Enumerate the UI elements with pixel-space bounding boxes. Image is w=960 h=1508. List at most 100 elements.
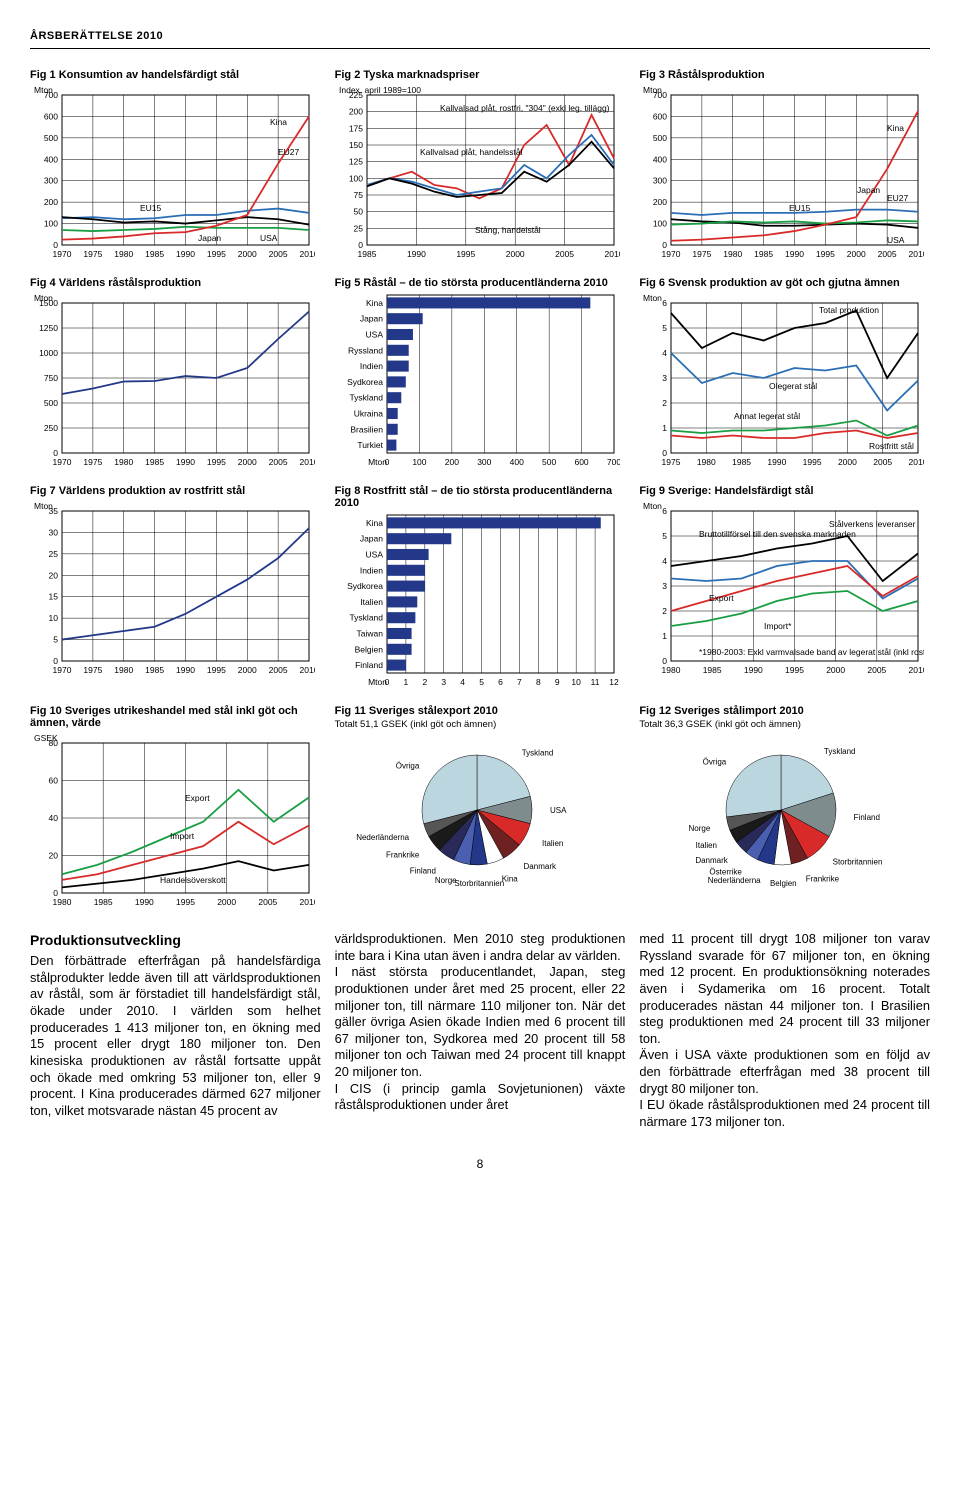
svg-text:2: 2 <box>422 677 427 687</box>
svg-text:1990: 1990 <box>768 457 787 467</box>
svg-text:EU27: EU27 <box>278 147 300 157</box>
svg-text:Import*: Import* <box>764 621 792 631</box>
svg-text:10: 10 <box>571 677 581 687</box>
svg-text:200: 200 <box>348 107 362 117</box>
svg-text:2010: 2010 <box>909 249 924 259</box>
svg-text:Kallvalsad plåt, rostfri, "304: Kallvalsad plåt, rostfri, "304" (exkl le… <box>440 103 610 113</box>
fig11-title: Fig 11 Sveriges stålexport 2010 <box>335 705 626 717</box>
svg-text:Italien: Italien <box>542 839 563 848</box>
svg-text:Norge: Norge <box>434 876 456 885</box>
fig5-chart: 0100200300400500600700KinaJapanUSARyssla… <box>335 291 620 471</box>
svg-text:Övriga: Övriga <box>703 758 727 767</box>
svg-text:2010: 2010 <box>604 249 619 259</box>
svg-text:1970: 1970 <box>53 249 72 259</box>
fig12-chart: TysklandFinlandStorbritannienFrankrikeBe… <box>639 732 924 897</box>
svg-text:Import: Import <box>170 831 195 841</box>
svg-text:100: 100 <box>412 457 426 467</box>
svg-text:*1980-2003: Exkl varmvalsade b: *1980-2003: Exkl varmvalsade band av leg… <box>699 647 924 657</box>
svg-text:6: 6 <box>498 677 503 687</box>
fig6-chart: Mton012345619751980198519901995200020052… <box>639 291 924 471</box>
svg-text:Tyskland: Tyskland <box>824 747 856 756</box>
svg-text:Tyskland: Tyskland <box>521 748 553 757</box>
svg-text:2010: 2010 <box>300 457 315 467</box>
svg-text:1975: 1975 <box>662 457 681 467</box>
svg-text:Kallvalsad plåt, handelsstål: Kallvalsad plåt, handelsstål <box>420 147 523 157</box>
svg-text:2005: 2005 <box>269 249 288 259</box>
svg-text:300: 300 <box>477 457 491 467</box>
svg-text:4: 4 <box>460 677 465 687</box>
svg-text:Kina: Kina <box>270 117 287 127</box>
svg-text:500: 500 <box>542 457 556 467</box>
doc-header: ÅRSBERÄTTELSE 2010 <box>30 30 930 42</box>
svg-text:1980: 1980 <box>662 665 681 675</box>
svg-text:1995: 1995 <box>176 897 195 907</box>
svg-text:1990: 1990 <box>176 665 195 675</box>
svg-text:20: 20 <box>49 851 59 861</box>
svg-text:Kina: Kina <box>366 518 383 528</box>
svg-text:1975: 1975 <box>83 665 102 675</box>
svg-text:1995: 1995 <box>816 249 835 259</box>
svg-text:250: 250 <box>44 423 58 433</box>
svg-text:50: 50 <box>353 207 363 217</box>
fig11-subtitle: Totalt 51,1 GSEK (inkl göt och ämnen) <box>335 719 626 730</box>
svg-text:Stålverkens leveranser: Stålverkens leveranser <box>829 519 916 529</box>
svg-text:1970: 1970 <box>53 457 72 467</box>
svg-text:2000: 2000 <box>838 457 857 467</box>
fig2-title: Fig 2 Tyska marknadspriser <box>335 69 626 81</box>
fig1-chart: Mton010020030040050060070019701975198019… <box>30 83 315 263</box>
svg-text:Total produktion: Total produktion <box>819 305 879 315</box>
svg-text:Kina: Kina <box>887 123 904 133</box>
svg-text:Nederländerna: Nederländerna <box>356 833 409 842</box>
svg-text:4: 4 <box>663 556 668 566</box>
svg-text:500: 500 <box>653 133 667 143</box>
svg-text:1985: 1985 <box>732 457 751 467</box>
svg-text:400: 400 <box>509 457 523 467</box>
svg-text:Japan: Japan <box>857 185 880 195</box>
svg-text:100: 100 <box>348 173 362 183</box>
svg-text:2005: 2005 <box>868 665 887 675</box>
svg-text:USA: USA <box>550 806 567 815</box>
svg-text:25: 25 <box>49 549 59 559</box>
chart-grid: Fig 1 Konsumtion av handelsfärdigt stålM… <box>30 69 930 911</box>
svg-text:100: 100 <box>44 219 58 229</box>
fig3-chart: Mton010020030040050060070019701975198019… <box>639 83 924 263</box>
svg-text:500: 500 <box>44 133 58 143</box>
svg-text:11: 11 <box>590 677 599 687</box>
svg-text:1985: 1985 <box>94 897 113 907</box>
svg-text:1980: 1980 <box>697 457 716 467</box>
svg-text:100: 100 <box>653 219 667 229</box>
svg-text:Tyskland: Tyskland <box>349 393 383 403</box>
svg-text:1975: 1975 <box>693 249 712 259</box>
fig5-title: Fig 5 Råstål – de tio största producentl… <box>335 277 626 289</box>
svg-text:2000: 2000 <box>217 897 236 907</box>
svg-text:300: 300 <box>44 176 58 186</box>
svg-text:Italien: Italien <box>360 597 383 607</box>
svg-text:Indien: Indien <box>359 361 382 371</box>
svg-text:9: 9 <box>555 677 560 687</box>
svg-text:Belgien: Belgien <box>354 644 383 654</box>
svg-text:Export: Export <box>185 793 210 803</box>
svg-text:2000: 2000 <box>827 665 846 675</box>
fig6-title: Fig 6 Svensk produktion av göt och gjutn… <box>639 277 930 289</box>
svg-text:3: 3 <box>441 677 446 687</box>
svg-text:1990: 1990 <box>407 249 426 259</box>
svg-text:30: 30 <box>49 527 59 537</box>
svg-text:2000: 2000 <box>505 249 524 259</box>
fig2-chart: Index, april 1989=1000255075100125150175… <box>335 83 620 263</box>
svg-text:600: 600 <box>653 111 667 121</box>
svg-text:175: 175 <box>348 123 362 133</box>
header-rule <box>30 48 930 49</box>
fig9-chart: Mton01234561980198519901995200020052010B… <box>639 499 924 679</box>
svg-text:4: 4 <box>663 348 668 358</box>
svg-text:2005: 2005 <box>555 249 574 259</box>
svg-text:Nederländerna: Nederländerna <box>708 876 761 885</box>
svg-text:1000: 1000 <box>39 348 58 358</box>
svg-text:Taiwan: Taiwan <box>356 629 383 639</box>
svg-text:Sydkorea: Sydkorea <box>347 581 383 591</box>
svg-text:1985: 1985 <box>145 249 164 259</box>
svg-text:Bruttotillförsel till den sven: Bruttotillförsel till den svenska markna… <box>699 529 856 539</box>
body-c2: världsproduktionen. Men 2010 steg produk… <box>335 931 626 1114</box>
svg-text:80: 80 <box>49 738 59 748</box>
svg-text:15: 15 <box>49 592 59 602</box>
svg-text:Ukraina: Ukraina <box>353 409 383 419</box>
